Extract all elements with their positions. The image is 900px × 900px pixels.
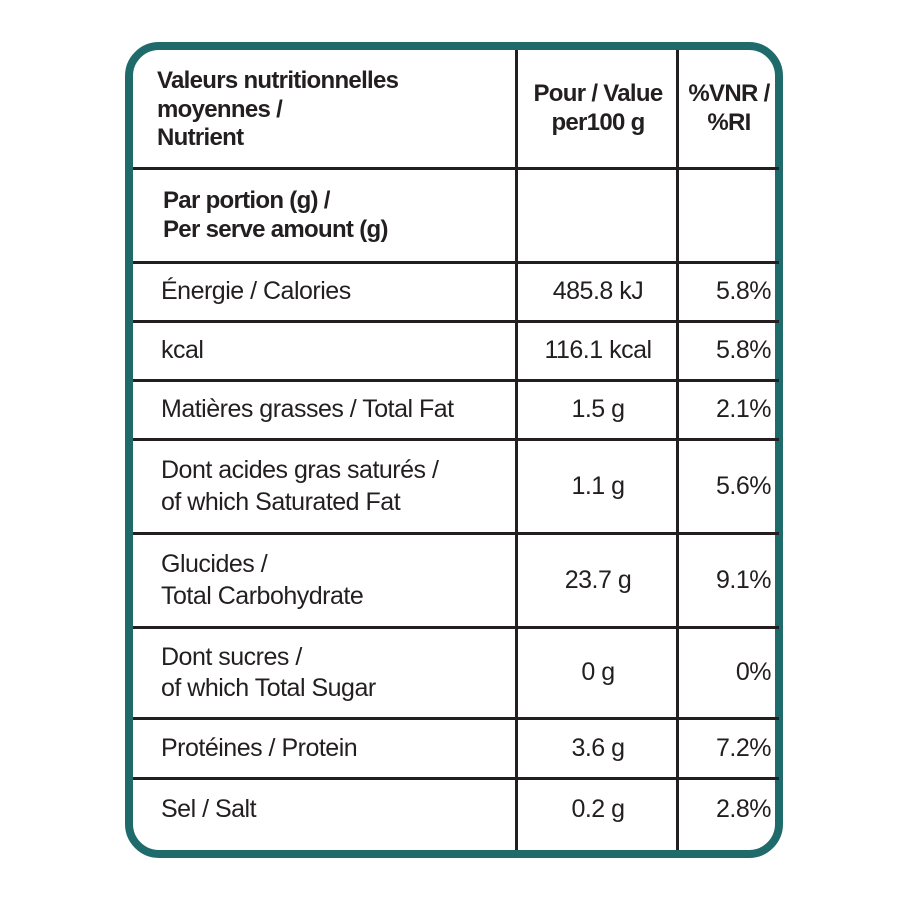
- row-divider: [133, 777, 779, 780]
- row-divider: [133, 167, 779, 170]
- row-protein-value: 3.6 g: [571, 733, 625, 762]
- row-name-line: Glucides /: [161, 550, 268, 579]
- row-carb-pct: 9.1%: [716, 565, 771, 594]
- row-name-line: Sel / Salt: [161, 795, 257, 824]
- row-name-line: kcal: [161, 336, 204, 365]
- header-nutrient: Valeurs nutritionnelles moyennes / Nutri…: [157, 56, 507, 164]
- header-nutrient-line: moyennes /: [157, 95, 283, 123]
- row-divider: [133, 320, 779, 323]
- row-fat-value: 1.5 g: [571, 395, 625, 424]
- label-frame: [125, 42, 783, 858]
- header-nutrient-line: Nutrient: [157, 124, 244, 152]
- row-sugar-name: Dont sucres / of which Total Sugar: [161, 629, 511, 717]
- row-fat-name: Matières grasses / Total Fat: [161, 382, 511, 438]
- serving-line: Per serve amount (g): [163, 215, 388, 243]
- column-divider: [676, 50, 679, 850]
- row-name-line: Matières grasses / Total Fat: [161, 395, 454, 424]
- row-name-line: Énergie / Calories: [161, 277, 351, 306]
- serving-line: Par portion (g) /: [163, 186, 330, 214]
- row-fat-pct: 2.1%: [716, 395, 771, 424]
- row-satfat-value: 1.1 g: [571, 471, 625, 500]
- row-sugar-value: 0 g: [581, 658, 615, 687]
- row-salt-name: Sel / Salt: [161, 780, 511, 840]
- row-carb-name: Glucides / Total Carbohydrate: [161, 535, 511, 626]
- row-name-line: Total Carbohydrate: [161, 581, 364, 610]
- row-energy-name: Énergie / Calories: [161, 264, 511, 320]
- nutrition-table: Valeurs nutritionnelles moyennes / Nutri…: [133, 50, 779, 850]
- row-carb-value: 23.7 g: [564, 565, 632, 594]
- row-salt-value: 0.2 g: [571, 795, 625, 824]
- row-energy-value: 485.8 kJ: [552, 277, 644, 306]
- header-pct-line: %VNR /: [688, 79, 770, 107]
- row-divider: [133, 379, 779, 382]
- row-name-line: of which Saturated Fat: [161, 487, 401, 516]
- serving-label: Par portion (g) / Per serve amount (g): [163, 170, 513, 261]
- row-sugar-pct: 0%: [735, 658, 772, 687]
- row-name-line: Protéines / Protein: [161, 733, 358, 762]
- header-value: Pour / Value per100 g: [518, 50, 678, 167]
- row-divider: [133, 532, 779, 535]
- header-value-line: per100 g: [551, 108, 645, 136]
- row-protein-name: Protéines / Protein: [161, 720, 511, 777]
- header-pct: %VNR / %RI: [679, 50, 779, 167]
- row-satfat-name: Dont acides gras saturés / of which Satu…: [161, 441, 511, 532]
- header-nutrient-line: Valeurs nutritionnelles: [157, 66, 399, 94]
- row-kcal-name: kcal: [161, 323, 511, 379]
- row-name-line: Dont acides gras saturés /: [161, 456, 439, 485]
- header-pct-line: %RI: [707, 108, 751, 136]
- column-divider: [515, 50, 518, 850]
- row-name-line: of which Total Sugar: [161, 674, 376, 702]
- row-satfat-pct: 5.6%: [716, 471, 771, 500]
- row-name-line: Dont sucres /: [161, 642, 302, 671]
- row-protein-pct: 7.2%: [716, 733, 771, 762]
- row-kcal-pct: 5.8%: [716, 336, 771, 365]
- row-divider: [133, 626, 779, 629]
- row-divider: [133, 717, 779, 720]
- row-salt-pct: 2.8%: [716, 795, 771, 824]
- row-divider: [133, 261, 779, 264]
- row-divider: [133, 438, 779, 441]
- row-kcal-value: 116.1 kcal: [544, 336, 652, 365]
- header-value-line: Pour / Value: [533, 79, 664, 107]
- row-energy-pct: 5.8%: [716, 277, 771, 306]
